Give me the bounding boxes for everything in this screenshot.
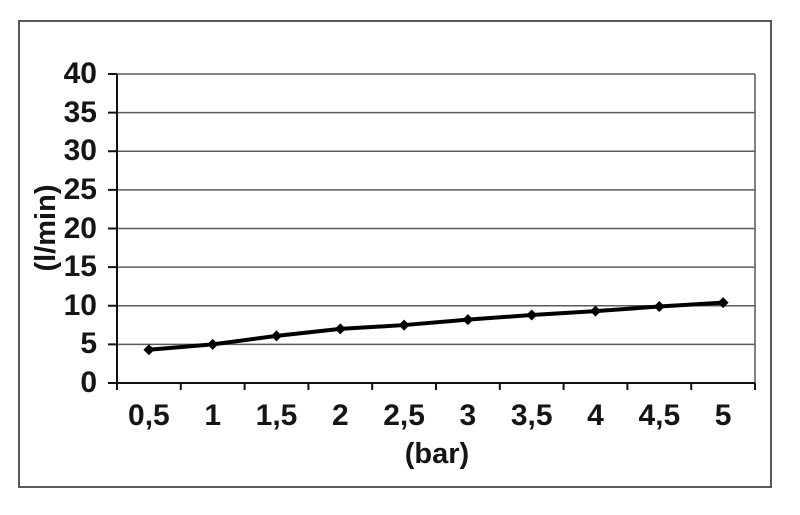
data-point-marker bbox=[334, 323, 346, 335]
y-tick-label: 0 bbox=[80, 366, 97, 399]
y-tick-label: 10 bbox=[63, 288, 97, 322]
y-tick-label: 35 bbox=[63, 95, 97, 129]
y-tick-label: 20 bbox=[63, 211, 97, 245]
data-point-marker bbox=[398, 319, 410, 331]
data-point-marker bbox=[653, 301, 665, 313]
y-tick-label: 25 bbox=[63, 172, 97, 206]
chart-frame: 0 5 10 15 20 25 30 35 40 0,5 1 1,5 2 2,5 3 3,5 4 4,5 5 (l… bbox=[18, 20, 772, 488]
y-tick-label: 40 bbox=[63, 57, 97, 90]
data-point-marker bbox=[271, 330, 282, 342]
x-tick-label: 4 bbox=[587, 399, 604, 432]
x-tick-label: 3 bbox=[459, 399, 477, 432]
data-point-marker bbox=[462, 314, 474, 326]
y-axis-title: (l/min) bbox=[30, 184, 62, 272]
y-tick-label: 5 bbox=[80, 327, 97, 361]
data-point-marker bbox=[143, 344, 155, 356]
x-tick-label: 3,5 bbox=[510, 399, 553, 432]
data-point-marker bbox=[717, 297, 729, 309]
x-tick-label: 1,5 bbox=[255, 399, 298, 432]
y-tick-label: 30 bbox=[63, 134, 97, 168]
x-tick-label: 4,5 bbox=[638, 399, 681, 432]
x-tick-label: 2 bbox=[331, 399, 349, 432]
x-tick-label: 0,5 bbox=[128, 399, 170, 432]
x-axis-title: (bar) bbox=[404, 438, 470, 470]
data-point-marker bbox=[526, 309, 538, 321]
x-tick-label: 5 bbox=[714, 399, 732, 432]
x-tick-label: 1 bbox=[204, 399, 222, 432]
line-chart-plot bbox=[108, 73, 756, 390]
data-point-marker bbox=[590, 305, 601, 317]
data-point-marker bbox=[207, 338, 219, 350]
x-tick-label: 2,5 bbox=[383, 399, 425, 432]
y-tick-label: 15 bbox=[63, 250, 97, 284]
series-line bbox=[146, 300, 726, 352]
